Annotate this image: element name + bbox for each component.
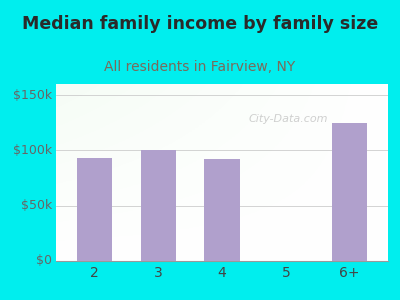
Text: $150k: $150k [13,88,52,102]
Bar [140,150,176,261]
Text: $100k: $100k [13,144,52,157]
Text: Median family income by family size: Median family income by family size [22,15,378,33]
Text: City-Data.com: City-Data.com [249,114,328,124]
Text: $0: $0 [36,254,52,268]
Bar [332,123,367,261]
Bar [204,159,240,261]
Text: $50k: $50k [21,199,52,212]
Text: All residents in Fairview, NY: All residents in Fairview, NY [104,60,296,74]
Bar [77,158,112,261]
